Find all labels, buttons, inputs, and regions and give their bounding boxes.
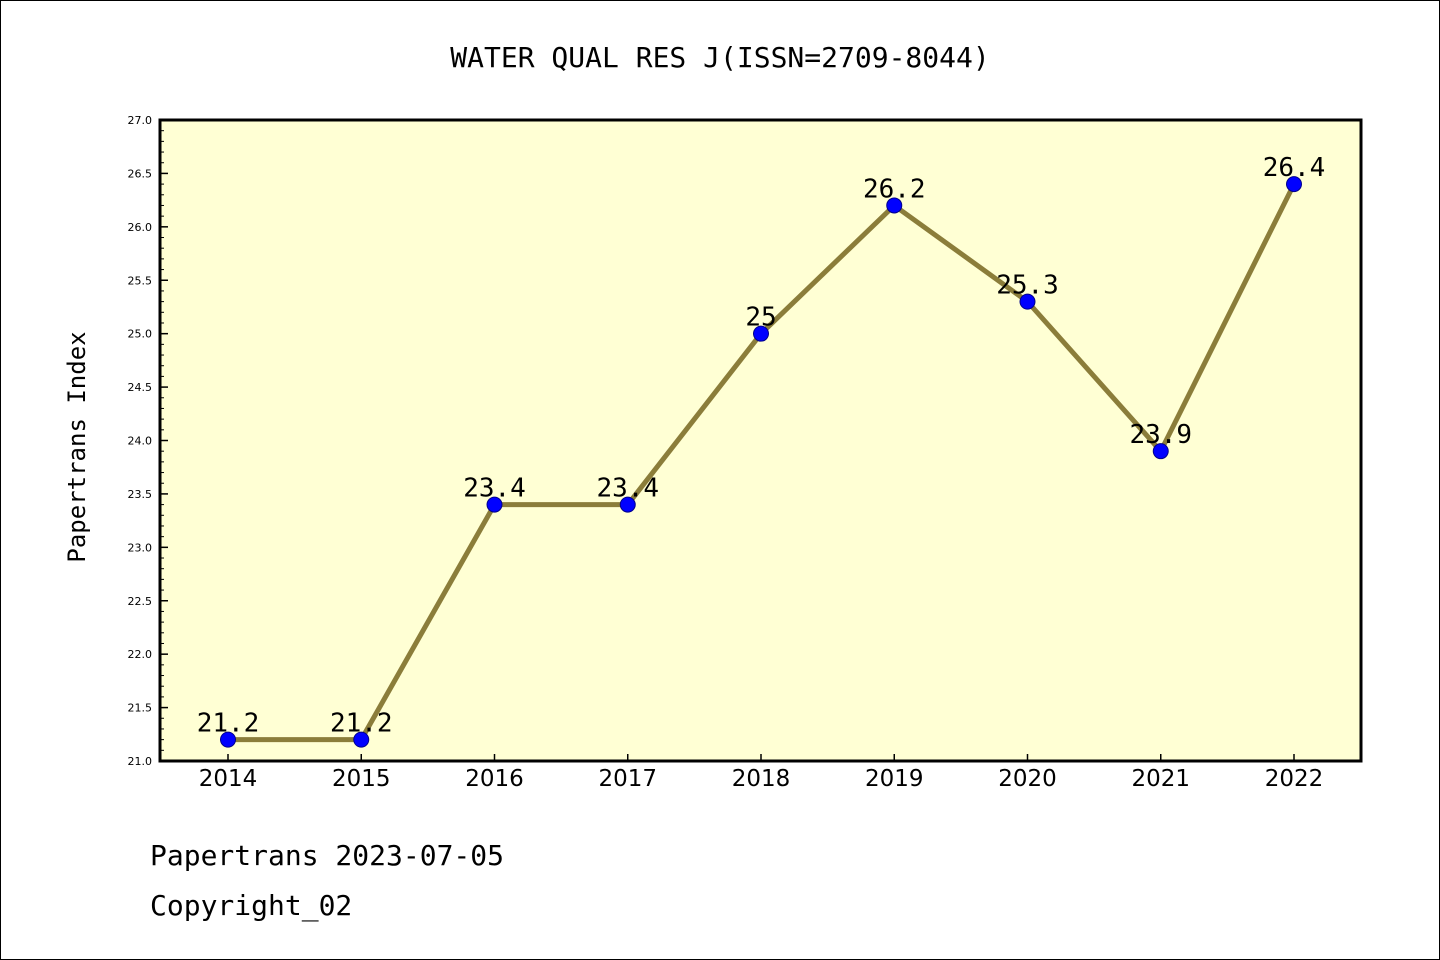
x-tick-label: 2022 bbox=[1265, 766, 1324, 792]
data-point bbox=[886, 197, 903, 214]
series-markers bbox=[220, 176, 1302, 748]
data-label: 23.9 bbox=[1129, 420, 1192, 450]
data-label: 26.2 bbox=[863, 174, 926, 204]
y-tick-label: 23.5 bbox=[128, 488, 153, 501]
x-tick-label: 2018 bbox=[732, 766, 791, 792]
y-axis-ticks: 21.0 21.5 22.0 22.5 23.0 23.5 24.0 24.5 25.0 25.5… bbox=[128, 114, 168, 768]
y-tick-label: 25.0 bbox=[128, 328, 153, 341]
data-label: 25 bbox=[745, 303, 776, 333]
x-tick-label: 2019 bbox=[865, 766, 924, 792]
footer-date: Papertrans 2023-07-05 bbox=[150, 839, 504, 872]
data-label: 23.4 bbox=[463, 474, 526, 504]
data-point bbox=[486, 496, 503, 513]
data-label: 26.4 bbox=[1263, 153, 1326, 183]
data-labels: 21.2 21.2 23.4 23.4 25 26.2 25.3 23.9 26.4 bbox=[197, 153, 1326, 739]
plot-frame bbox=[158, 118, 1363, 763]
data-label: 21.2 bbox=[197, 709, 260, 739]
x-tick-label: 2014 bbox=[199, 766, 258, 792]
x-tick-label: 2020 bbox=[998, 766, 1057, 792]
data-point bbox=[1152, 443, 1169, 460]
y-tick-label: 21.0 bbox=[128, 755, 153, 768]
x-tick-label: 2021 bbox=[1131, 766, 1190, 792]
y-tick-label: 22.0 bbox=[128, 648, 153, 661]
x-tick-label: 2015 bbox=[332, 766, 391, 792]
y-tick-label: 22.5 bbox=[128, 595, 153, 608]
x-tick-label: 2017 bbox=[598, 766, 657, 792]
y-tick-label: 26.5 bbox=[128, 167, 153, 180]
y-tick-label: 24.5 bbox=[128, 381, 153, 394]
footer-copyright: Copyright_02 bbox=[150, 889, 352, 923]
data-point bbox=[220, 731, 236, 748]
y-tick-label: 23.0 bbox=[128, 541, 153, 554]
data-label: 25.3 bbox=[996, 271, 1059, 301]
data-label: 23.4 bbox=[596, 474, 659, 504]
y-tick-label: 21.5 bbox=[128, 702, 153, 715]
y-tick-label: 27.0 bbox=[128, 114, 153, 127]
plot-area bbox=[160, 120, 1361, 761]
x-axis-ticks: 2014 2015 2016 2017 2018 2019 2020 2021 2022 bbox=[199, 754, 1324, 792]
data-point bbox=[753, 325, 769, 342]
y-tick-label: 26.0 bbox=[128, 221, 153, 234]
data-point bbox=[353, 731, 370, 748]
y-axis-label: Papertrans Index bbox=[63, 331, 91, 562]
x-tick-label: 2016 bbox=[465, 766, 524, 792]
data-point bbox=[1286, 176, 1302, 193]
y-tick-label: 25.5 bbox=[128, 274, 153, 287]
chart-title: WATER QUAL RES J(ISSN=2709-8044) bbox=[450, 41, 989, 74]
y-tick-label: 24.0 bbox=[128, 435, 153, 448]
data-point bbox=[1019, 293, 1036, 310]
data-point bbox=[619, 496, 636, 513]
data-label: 21.2 bbox=[330, 709, 393, 739]
